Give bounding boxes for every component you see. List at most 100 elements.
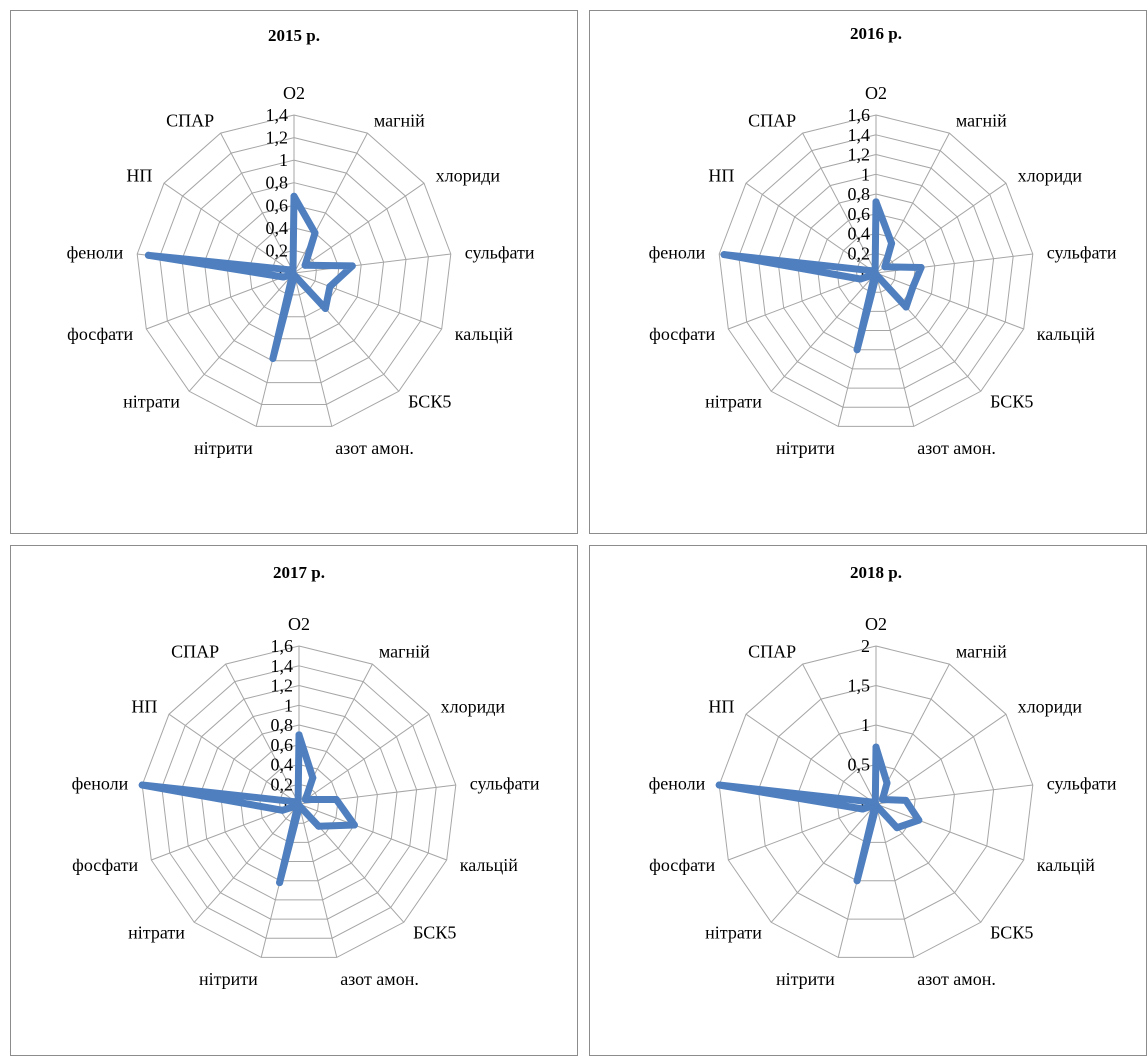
tick-label: 1 xyxy=(861,715,870,735)
grid-ring xyxy=(180,684,418,920)
tick-label: 1,2 xyxy=(271,676,294,696)
chart-panel-2016: 2016 р. 0 0,2 0,4 0,6 0,8 1 1,2 1,4 1,6 O2 магній хл… xyxy=(589,10,1147,534)
tick-label: 1,6 xyxy=(848,105,871,125)
category-label-фосфати: фосфати xyxy=(67,324,133,344)
data-point-нітрити xyxy=(853,877,861,885)
data-point-феноли xyxy=(138,781,146,789)
tick-label: 0,6 xyxy=(266,195,289,215)
axis-spoke xyxy=(770,272,877,392)
data-point-спар xyxy=(289,267,297,275)
grid-ring xyxy=(271,249,317,296)
axis-spoke xyxy=(146,272,295,330)
grid-ring xyxy=(278,783,320,824)
category-label-нп: НП xyxy=(708,696,734,716)
tick-label: 1 xyxy=(284,695,293,715)
tick-label: 1,6 xyxy=(271,636,294,656)
tick-label: 2 xyxy=(861,636,870,656)
data-point-сульфати xyxy=(332,796,340,803)
axis-spoke xyxy=(220,132,295,274)
axis-spoke xyxy=(802,132,877,274)
data-point-кальцій xyxy=(350,821,358,829)
data-point-спар xyxy=(871,267,879,275)
data-point-хлориди xyxy=(879,796,886,803)
category-label-нітрити: нітрити xyxy=(776,969,835,989)
grid-ring xyxy=(220,724,378,882)
category-label-нп: НП xyxy=(131,696,157,716)
tick-label: 0,4 xyxy=(848,224,871,244)
grid-ring xyxy=(855,252,897,293)
chart-title: 2018 р. xyxy=(850,563,902,582)
grid-ring xyxy=(226,204,362,340)
axis-spoke xyxy=(728,272,877,330)
data-point-бск5 xyxy=(893,824,901,832)
data-point-фосфати xyxy=(856,275,864,283)
radar-chart-2015: 2015 р. 0 0,20,4 0,60,8 11,2 1,4O2 магній хлори… xyxy=(67,26,535,458)
category-label-магній: магній xyxy=(379,642,430,662)
category-label-o2: O2 xyxy=(283,83,305,103)
axis-spoke xyxy=(293,253,451,274)
series-line xyxy=(715,743,923,885)
tick-label: 0,4 xyxy=(266,218,289,238)
category-label-фосфати: фосфати xyxy=(649,855,715,875)
data-point-феноли xyxy=(144,251,152,259)
data-point-o2 xyxy=(295,731,303,739)
grid-ring xyxy=(161,665,437,939)
category-label-кальцій: кальцій xyxy=(1037,324,1095,344)
grid-ring xyxy=(777,173,975,370)
axis-spoke xyxy=(875,272,915,427)
category-label-фосфати: фосфати xyxy=(72,855,138,875)
category-label-феноли: феноли xyxy=(649,773,706,793)
grid-ring xyxy=(239,744,359,862)
data-point-бск5 xyxy=(315,822,323,830)
data-point-фосфати xyxy=(279,273,287,281)
category-label-нітрати: нітрати xyxy=(705,923,762,943)
category-label-сульфати: сульфати xyxy=(1047,773,1117,793)
chart-title: 2015 р. xyxy=(268,26,320,45)
tick-label: 1,4 xyxy=(848,125,871,145)
category-label-нітрити: нітрити xyxy=(194,438,253,458)
grid-ring xyxy=(797,193,955,351)
data-point-бск5 xyxy=(902,303,910,311)
axis-spoke xyxy=(745,182,877,274)
data-point-нітрити xyxy=(276,879,284,887)
category-label-феноли: феноли xyxy=(649,242,706,262)
chart-panel-2018: 2018 р. 0 0,5 1 1,5 2 O2 магній хлориди сульфати к… xyxy=(589,545,1147,1056)
category-label-нітрити: нітрити xyxy=(776,438,835,458)
category-label-спар: СПАР xyxy=(166,111,214,131)
radar-chart-2017: 2017 р.00,20,40,60,811,21,41,6O2магнійхл… xyxy=(72,563,540,989)
category-label-азот-амон: азот амон. xyxy=(917,969,996,989)
axis-spoke xyxy=(875,803,1024,861)
radar-chart-2016: 2016 р.00,20,40,60,811,21,41,6O2магнійхл… xyxy=(649,24,1117,458)
grid-ring xyxy=(718,645,1034,958)
category-label-сульфати: сульфати xyxy=(470,773,540,793)
category-label-спар: СПАР xyxy=(748,111,796,131)
tick-label: 0,5 xyxy=(848,755,871,775)
grid-ring xyxy=(136,114,452,427)
series-line xyxy=(138,731,358,887)
category-label-нп: НП xyxy=(126,165,152,185)
data-point-o2 xyxy=(290,192,298,200)
category-label-бск5: БСК5 xyxy=(413,923,456,943)
axis-spoke xyxy=(875,182,1007,274)
grid-ring xyxy=(797,724,955,882)
tick-label: 0,2 xyxy=(848,243,871,263)
data-point-хлориди xyxy=(301,261,309,269)
data-point-нітрити xyxy=(269,355,277,362)
axis-spoke xyxy=(802,663,877,805)
data-point-сульфати xyxy=(348,262,356,270)
tick-label: 0,8 xyxy=(848,184,871,204)
category-label-бск5: БСК5 xyxy=(990,923,1033,943)
data-point-феноли xyxy=(720,251,728,259)
category-label-азот-амон: азот амон. xyxy=(917,438,996,458)
tick-label: 1,5 xyxy=(848,676,871,696)
category-label-хлориди: хлориди xyxy=(1018,165,1083,185)
category-label-кальцій: кальцій xyxy=(455,324,513,344)
tick-label: 0,6 xyxy=(848,204,871,224)
grid-ring xyxy=(738,134,1014,408)
data-point-бск5 xyxy=(321,305,329,312)
axis-spoke xyxy=(728,803,877,861)
category-label-феноли: феноли xyxy=(72,773,129,793)
data-point-магній xyxy=(888,239,896,247)
axis-spoke xyxy=(293,182,425,274)
grid-ring xyxy=(836,232,916,312)
